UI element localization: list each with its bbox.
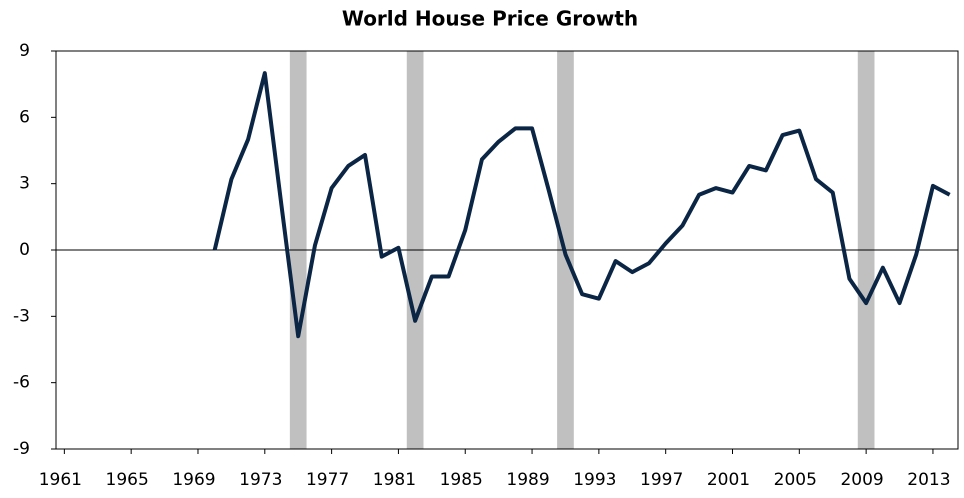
y-tick-label: 6 — [19, 107, 30, 127]
x-tick-label: 1993 — [573, 470, 616, 490]
x-tick-label: 1989 — [506, 470, 549, 490]
x-tick-label: 1973 — [239, 470, 282, 490]
x-tick-label: 1969 — [172, 470, 215, 490]
x-tick-label: 1981 — [373, 470, 416, 490]
x-tick-label: 2009 — [840, 470, 883, 490]
y-tick-label: -6 — [13, 373, 30, 393]
x-tick-label: 1965 — [106, 470, 149, 490]
x-tick-label: 1977 — [306, 470, 349, 490]
x-tick-label: 1985 — [440, 470, 483, 490]
x-tick-label: 1961 — [39, 470, 82, 490]
x-tick-label: 2001 — [707, 470, 750, 490]
data-line — [212, 71, 951, 339]
y-tick-label: 9 — [19, 41, 30, 61]
x-tick-label: 1997 — [640, 470, 683, 490]
y-tick-label: -3 — [13, 306, 30, 326]
y-tick-label: 3 — [19, 174, 30, 194]
x-tick-label: 2005 — [774, 470, 817, 490]
y-tick-label: 0 — [19, 240, 30, 260]
x-tick-label: 2013 — [907, 470, 950, 490]
y-tick-label: -9 — [13, 439, 30, 459]
chart-title: World House Price Growth — [342, 7, 638, 31]
